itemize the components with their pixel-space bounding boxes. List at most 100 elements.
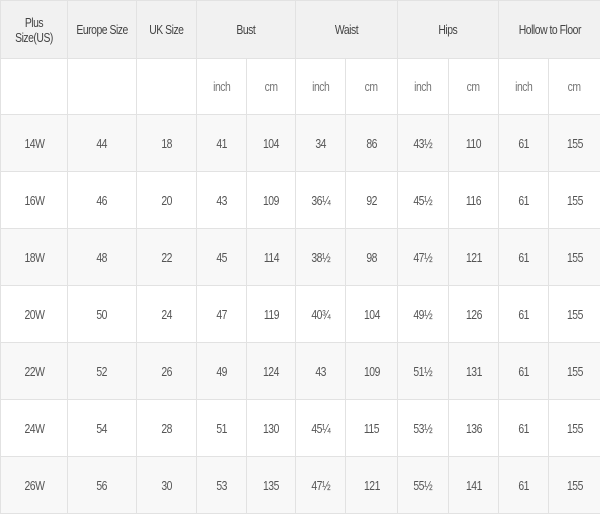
header-label: Europe Size bbox=[76, 22, 127, 37]
header-label: Hips bbox=[439, 22, 458, 37]
table-cell: 22W bbox=[1, 343, 68, 400]
cell-value: 155 bbox=[567, 250, 583, 265]
header-waist: Waist bbox=[296, 1, 398, 59]
cell-value: 126 bbox=[466, 307, 482, 322]
cell-value: 114 bbox=[263, 250, 278, 265]
table-cell: 38½ bbox=[296, 229, 346, 286]
table-cell: 109 bbox=[247, 172, 296, 229]
table-cell: 47 bbox=[197, 286, 247, 343]
unit-cm: cm bbox=[449, 59, 499, 115]
cell-value: 28 bbox=[161, 421, 172, 436]
cell-value: 48 bbox=[97, 250, 108, 265]
cell-value: 51 bbox=[216, 421, 227, 436]
cell-value: 92 bbox=[366, 193, 377, 208]
table-cell: 109 bbox=[346, 343, 398, 400]
table-cell: 26 bbox=[137, 343, 197, 400]
cell-value: 115 bbox=[364, 421, 379, 436]
table-cell: 43½ bbox=[398, 115, 449, 172]
cell-value: 24 bbox=[161, 307, 172, 322]
table-cell: 47½ bbox=[398, 229, 449, 286]
empty-cell bbox=[137, 59, 197, 115]
table-cell: 54 bbox=[68, 400, 137, 457]
table-cell: 141 bbox=[449, 457, 499, 514]
cell-value: 26W bbox=[24, 478, 44, 493]
table-cell: 28 bbox=[137, 400, 197, 457]
cell-value: 47½ bbox=[414, 250, 433, 265]
empty-cell bbox=[68, 59, 137, 115]
table-cell: 36¼ bbox=[296, 172, 346, 229]
header-label: Plus Size(US) bbox=[8, 15, 61, 45]
cell-value: 43 bbox=[216, 193, 227, 208]
table-cell: 110 bbox=[449, 115, 499, 172]
cell-value: 50 bbox=[97, 307, 108, 322]
cell-value: 130 bbox=[263, 421, 279, 436]
cell-value: 36¼ bbox=[311, 193, 330, 208]
table-cell: 155 bbox=[549, 115, 600, 172]
header-hollow-to-floor: Hollow to Floor bbox=[499, 1, 600, 59]
table-cell: 51½ bbox=[398, 343, 449, 400]
cell-value: 45½ bbox=[414, 193, 433, 208]
cell-value: 155 bbox=[567, 421, 583, 436]
table-cell: 135 bbox=[247, 457, 296, 514]
cell-value: 41 bbox=[216, 136, 227, 151]
cell-value: 30 bbox=[161, 478, 172, 493]
table-cell: 55½ bbox=[398, 457, 449, 514]
cell-value: 16W bbox=[24, 193, 44, 208]
table-cell: 34 bbox=[296, 115, 346, 172]
cell-value: 141 bbox=[466, 478, 482, 493]
cell-value: 136 bbox=[466, 421, 482, 436]
table-cell: 41 bbox=[197, 115, 247, 172]
table-cell: 61 bbox=[499, 457, 549, 514]
cell-value: 124 bbox=[263, 364, 279, 379]
cell-value: 46 bbox=[97, 193, 108, 208]
table-cell: 61 bbox=[499, 343, 549, 400]
table-cell: 52 bbox=[68, 343, 137, 400]
table-cell: 155 bbox=[549, 286, 600, 343]
cell-value: 14W bbox=[24, 136, 44, 151]
cell-value: 61 bbox=[518, 250, 529, 265]
table-cell: 51 bbox=[197, 400, 247, 457]
cell-value: 51½ bbox=[414, 364, 433, 379]
cell-value: 44 bbox=[97, 136, 108, 151]
header-uk-size: UK Size bbox=[137, 1, 197, 59]
unit-label: inch bbox=[414, 79, 431, 94]
table-cell: 40¾ bbox=[296, 286, 346, 343]
cell-value: 34 bbox=[315, 136, 326, 151]
cell-value: 20W bbox=[24, 307, 44, 322]
cell-value: 18W bbox=[24, 250, 44, 265]
table-cell: 22 bbox=[137, 229, 197, 286]
cell-value: 61 bbox=[518, 421, 529, 436]
cell-value: 45 bbox=[216, 250, 227, 265]
header-hips: Hips bbox=[398, 1, 499, 59]
unit-cm: cm bbox=[247, 59, 296, 115]
cell-value: 155 bbox=[567, 478, 583, 493]
table-cell: 44 bbox=[68, 115, 137, 172]
unit-label: inch bbox=[312, 79, 329, 94]
unit-label: cm bbox=[467, 79, 480, 94]
table-cell: 155 bbox=[549, 229, 600, 286]
cell-value: 121 bbox=[364, 478, 380, 493]
cell-value: 47½ bbox=[311, 478, 330, 493]
cell-value: 43½ bbox=[414, 136, 433, 151]
table-cell: 61 bbox=[499, 229, 549, 286]
header-plus-size: Plus Size(US) bbox=[1, 1, 68, 59]
cell-value: 38½ bbox=[311, 250, 330, 265]
cell-value: 49½ bbox=[414, 307, 433, 322]
table-cell: 115 bbox=[346, 400, 398, 457]
cell-value: 47 bbox=[216, 307, 227, 322]
cell-value: 56 bbox=[97, 478, 108, 493]
table-cell: 155 bbox=[549, 172, 600, 229]
table-cell: 14W bbox=[1, 115, 68, 172]
table-row: 26W 56 30 53 135 47½ 121 55½ 141 61 155 bbox=[1, 457, 600, 514]
table-cell: 18 bbox=[137, 115, 197, 172]
cell-value: 135 bbox=[263, 478, 279, 493]
cell-value: 45¼ bbox=[311, 421, 330, 436]
unit-label: inch bbox=[515, 79, 532, 94]
table-cell: 155 bbox=[549, 400, 600, 457]
cell-value: 53 bbox=[216, 478, 227, 493]
cell-value: 43 bbox=[315, 364, 326, 379]
cell-value: 49 bbox=[216, 364, 227, 379]
table-cell: 86 bbox=[346, 115, 398, 172]
cell-value: 121 bbox=[466, 250, 482, 265]
